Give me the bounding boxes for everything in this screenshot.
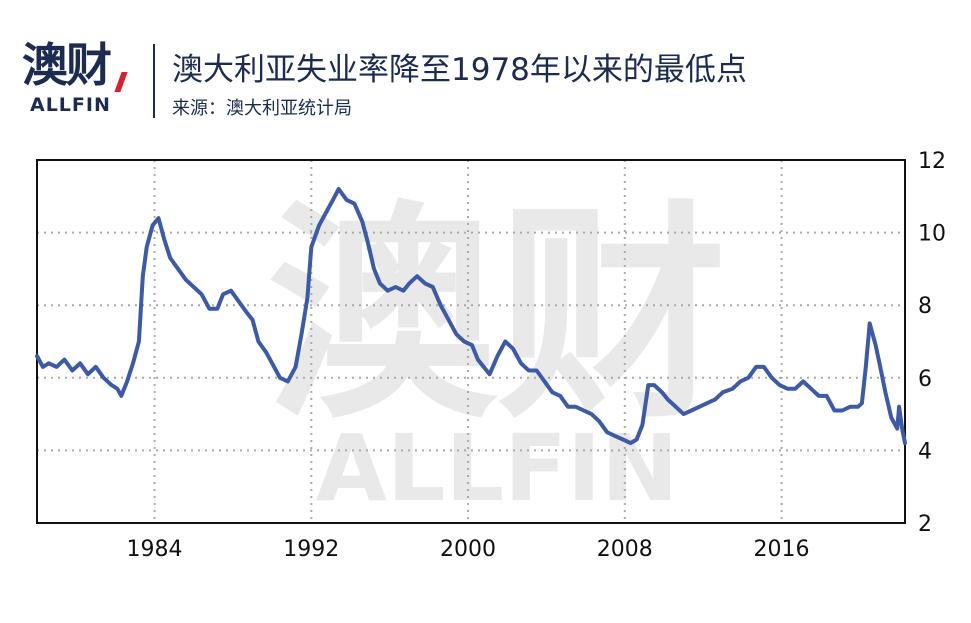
- y-tick-label: 12: [918, 149, 946, 174]
- y-tick-label: 8: [918, 294, 932, 319]
- logo-english-text: ALLFIN: [30, 94, 111, 116]
- x-tick-label: 1984: [127, 537, 183, 562]
- chart-source: 来源：澳大利亚统计局: [172, 98, 352, 119]
- header-divider: [153, 44, 155, 118]
- watermark-cn: 澳财: [267, 183, 727, 450]
- watermark: 澳财 ALLFIN: [267, 183, 727, 522]
- y-tick-label: 2: [918, 512, 932, 537]
- series-line-unemployment: [35, 187, 907, 446]
- grid-lines: [37, 160, 905, 523]
- y-axis: 2 4 6 8 10 12: [918, 149, 946, 537]
- y-tick-label: 4: [918, 439, 932, 464]
- y-tick-label: 6: [918, 367, 932, 392]
- chart-title: 澳大利亚失业率降至1978年以来的最低点: [172, 52, 747, 88]
- plot-frame: [36, 159, 906, 524]
- logo-chinese-text: 澳财: [22, 38, 112, 92]
- x-tick-label: 2000: [440, 537, 496, 562]
- x-tick-label: 1992: [283, 537, 339, 562]
- y-tick-label: 10: [918, 222, 946, 247]
- x-tick-label: 2008: [597, 537, 653, 562]
- allfin-logo: 澳财 ALLFIN: [22, 40, 134, 120]
- x-axis: 1984 1992 2000 2008 2016: [127, 537, 810, 562]
- x-tick-label: 2016: [754, 537, 810, 562]
- watermark-en: ALLFIN: [316, 415, 679, 522]
